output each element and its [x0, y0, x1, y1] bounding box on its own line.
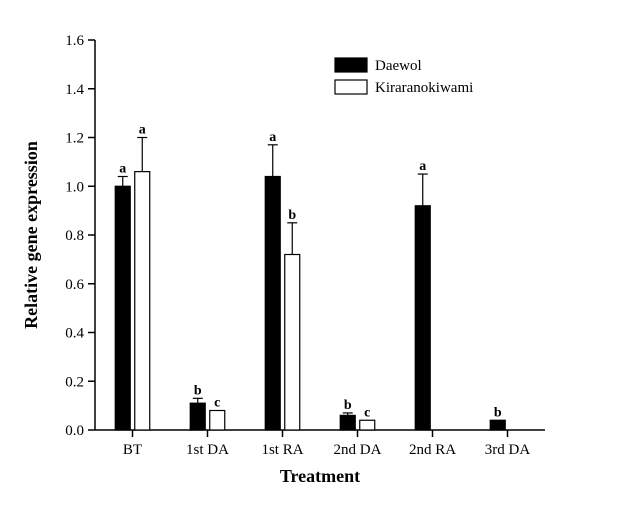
y-tick-label: 0.6 [65, 277, 84, 293]
x-tick-label: 1st RA [261, 442, 303, 458]
y-tick-label: 0.0 [65, 423, 84, 439]
sig-label: c [214, 396, 220, 411]
sig-label: a [269, 130, 276, 145]
legend-label: Kiraranokiwami [375, 80, 473, 96]
bar [135, 172, 150, 430]
sig-label: a [419, 159, 426, 174]
y-tick-label: 0.8 [65, 228, 84, 244]
sig-label: c [364, 405, 370, 420]
x-tick-label: 3rd DA [485, 442, 531, 458]
sig-label: b [288, 208, 296, 223]
bar [210, 411, 225, 431]
bar-chart: 0.0 0.2 0.4 0.6 0.8 1.0 1.2 1.4 1.6 BT 1st DA 1st R… [0, 0, 621, 508]
sig-label: a [139, 123, 146, 138]
sig-label: b [494, 405, 502, 420]
sig-label: b [194, 383, 202, 398]
y-tick-label: 1.2 [65, 131, 84, 147]
bar [415, 206, 430, 430]
legend-swatch [335, 80, 367, 94]
x-tick-label: 1st DA [186, 442, 229, 458]
y-axis-title: Relative gene expression [21, 141, 41, 329]
sig-label: b [344, 398, 352, 413]
x-tick-label: BT [123, 442, 142, 458]
y-tick-label: 0.4 [65, 326, 84, 342]
legend-label: Daewol [375, 58, 422, 74]
x-axis-title: Treatment [280, 466, 360, 486]
y-tick-label: 1.6 [65, 33, 84, 49]
sig-label: a [119, 162, 126, 177]
y-tick-label: 1.4 [65, 82, 84, 98]
bar [115, 186, 130, 430]
chart-bg [0, 0, 621, 508]
bar [265, 177, 280, 431]
bar [285, 255, 300, 431]
legend-swatch [335, 58, 367, 72]
x-tick-label: 2nd DA [334, 442, 382, 458]
y-tick-label: 0.2 [65, 374, 84, 390]
bar [490, 420, 505, 430]
bar [340, 415, 355, 430]
bar [190, 403, 205, 430]
x-tick-label: 2nd RA [409, 442, 456, 458]
bar [360, 420, 375, 430]
y-tick-label: 1.0 [65, 179, 84, 195]
